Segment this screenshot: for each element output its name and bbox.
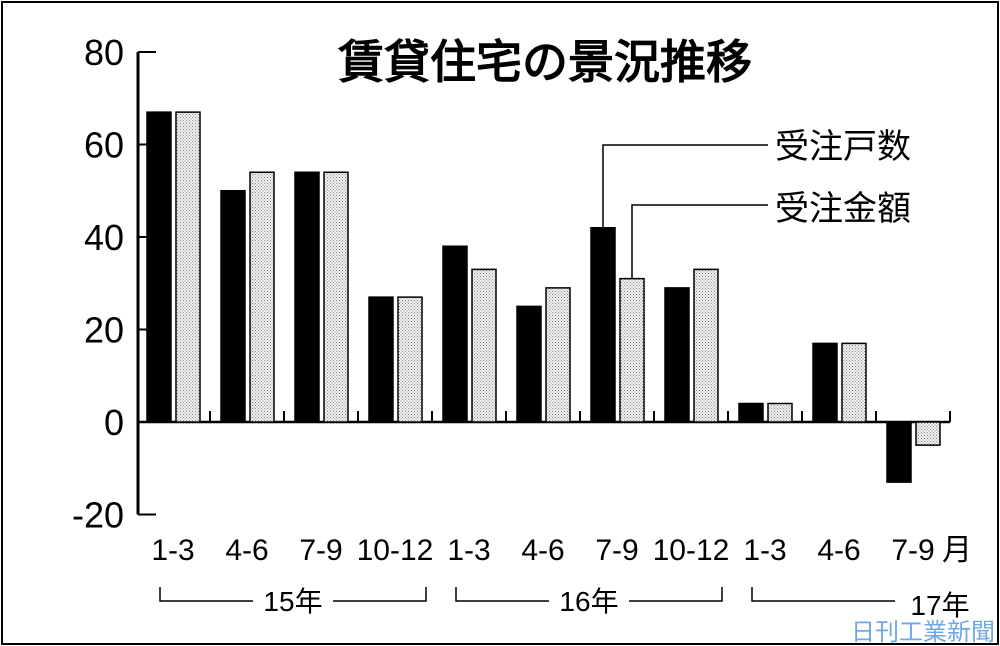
bar-units [146,111,172,423]
x-tick-label: 7-9 [891,534,934,567]
year-bracket [751,587,895,602]
x-tick-label: 7-9 [299,534,342,567]
year-label: 17年 [910,590,969,621]
bar-amount [397,296,423,423]
bar-amount [693,268,719,423]
year-label: 16年 [559,586,618,617]
y-tick-label: 0 [104,402,124,443]
y-tick-label: -20 [72,495,124,536]
year-bracket [159,587,427,602]
bar-amount [915,421,941,446]
bar-units [294,171,320,423]
bar-units [886,421,912,483]
bar-amount [323,171,349,423]
bar-amount [619,277,645,423]
x-tick-label: 10-12 [357,534,434,567]
x-tick-label: 4-6 [817,534,860,567]
x-tick-label: 4-6 [225,534,268,567]
bar-units [590,227,616,423]
bar-amount [767,402,793,423]
year-label: 15年 [263,586,322,617]
watermark-logo: 日刊工業新聞 [851,618,995,646]
x-tick-label: 1-3 [151,534,194,567]
x-tick-label: 10-12 [653,534,730,567]
year-bracket [455,587,723,602]
legend-leader-amount [631,204,768,279]
bar-amount [841,342,867,423]
bar-units [368,296,394,423]
bar-units [442,245,468,423]
bar-amount [249,171,275,423]
bar-units [738,402,764,423]
x-tick-label: 1-3 [743,534,786,567]
legend-leader-units [602,144,768,228]
bar-units [516,305,542,423]
bar-amount [471,268,497,423]
bar-units [220,190,246,423]
y-tick-label: 80 [84,32,124,73]
legend-label-amount: 受注金額 [775,189,911,229]
bar-units [664,287,690,423]
bar-amount [175,111,201,423]
legend-label-units: 受注戸数 [775,127,911,167]
chart-title: 賃貸住宅の景況推移 [337,35,752,89]
y-tick-label: 60 [84,125,124,166]
x-tick-label: 4-6 [521,534,564,567]
bar-units [812,342,838,423]
bar-amount [545,287,571,423]
x-tick-label: 1-3 [447,534,490,567]
x-tick-label: 7-9 [595,534,638,567]
x-unit-label: 月 [942,534,972,567]
y-tick-label: 20 [84,310,124,351]
y-tick-label: 40 [84,217,124,258]
